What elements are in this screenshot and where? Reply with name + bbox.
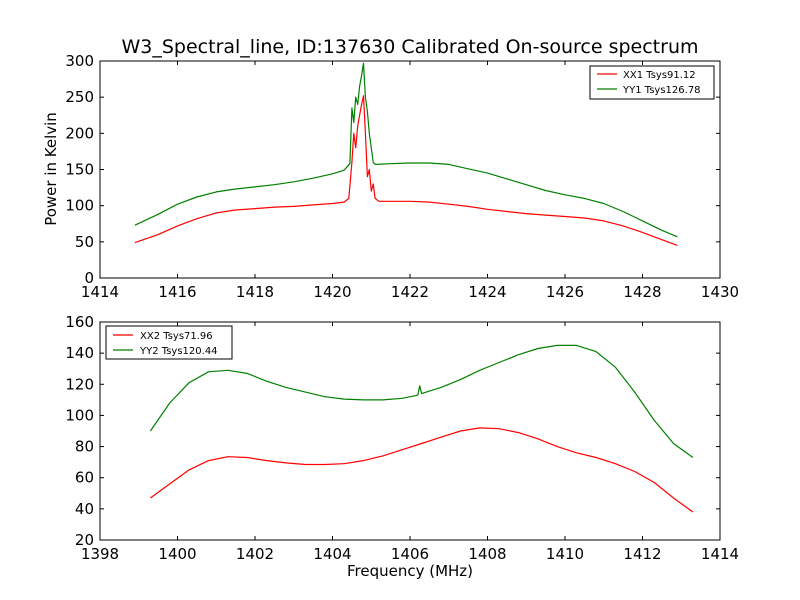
chart-1-y-tick-label: 150 — [65, 161, 94, 179]
chart-2-xlabel: Frequency (MHz) — [347, 562, 473, 580]
chart-1-x-tick-label: 1424 — [468, 283, 506, 301]
chart-2-series-line-1 — [150, 427, 694, 513]
chart-1-x-tick-label: 1430 — [701, 283, 739, 301]
chart-1-x-tick-label: 1414 — [81, 283, 119, 301]
chart-2-y-tick-label: 100 — [65, 406, 94, 424]
chart-2-x-tick-label: 1398 — [81, 545, 119, 563]
chart-1-y-tick-label: 100 — [65, 197, 94, 215]
chart-2-x-tick-label: 1410 — [546, 545, 584, 563]
chart-2-legend: XX2 Tsys71.96 YY2 Tsys120.44 — [105, 325, 233, 360]
chart-2-legend-box — [105, 325, 233, 360]
chart-2-legend-label-yy2: YY2 Tsys120.44 — [139, 346, 218, 357]
chart-1-series-line-1 — [134, 95, 678, 246]
chart-1-legend-label-xx1: XX1 Tsys91.12 — [623, 70, 696, 81]
chart-1-y-tick-label: 50 — [75, 233, 94, 251]
chart-1-x-tick-label: 1426 — [546, 283, 584, 301]
chart-2-y-tick-label: 40 — [75, 500, 94, 518]
chart-1-x-tick-label: 1420 — [313, 283, 351, 301]
chart-2-x-tick-label: 1408 — [468, 545, 506, 563]
chart-2-x-tick-label: 1404 — [313, 545, 351, 563]
chart-1-y-tick-label: 200 — [65, 124, 94, 142]
chart-2-x-tick-label: 1412 — [623, 545, 661, 563]
chart-2-legend-label-xx2: XX2 Tsys71.96 — [140, 331, 213, 342]
chart-2-x-tick-label: 1402 — [236, 545, 274, 563]
chart-2-y-tick-label: 60 — [75, 469, 94, 487]
chart-1-series-line-2 — [134, 62, 678, 238]
chart-2-plot-area: 1398 1400 1402 1404 1406 1408 1410 1412 1414 20 40… — [65, 313, 739, 563]
chart-1-x-tick-label: 1416 — [158, 283, 196, 301]
chart-1-x-tick-label: 1418 — [236, 283, 274, 301]
chart-2-series-line-2 — [149, 344, 694, 458]
chart-1-ylabel: Power in Kelvin — [42, 112, 60, 226]
chart-1-y-tick-label: 300 — [65, 52, 94, 70]
chart-1-axes-frame — [99, 60, 721, 279]
chart-1-legend: XX1 Tsys91.12 YY1 Tsys126.78 — [589, 65, 715, 100]
chart-1-legend-box — [589, 65, 715, 100]
chart-1-legend-label-yy1: YY1 Tsys126.78 — [622, 85, 701, 96]
chart-1-x-tick-label: 1428 — [623, 283, 661, 301]
chart-2-y-tick-label: 160 — [65, 313, 94, 331]
chart-1-y-tick-label: 250 — [65, 88, 94, 106]
chart-1-x-tick-label: 1422 — [391, 283, 429, 301]
chart-2-y-tick-label: 80 — [75, 438, 94, 456]
chart-2-x-tick-label: 1406 — [391, 545, 429, 563]
chart-1-plot-area: 1414 1416 1418 1420 1422 1424 1426 1428 1430 0 50 1… — [65, 52, 739, 301]
chart-2-axes-frame — [99, 321, 721, 541]
chart-2-y-tick-label: 120 — [65, 375, 94, 393]
chart-2-x-tick-label: 1414 — [701, 545, 739, 563]
chart-1-y-tick-label: 0 — [84, 269, 94, 287]
chart-2-y-tick-label: 140 — [65, 344, 94, 362]
chart-2-y-tick-label: 20 — [75, 531, 94, 549]
chart-1-title: W3_Spectral_line, ID:137630 Calibrated O… — [121, 36, 698, 58]
chart-2-x-tick-label: 1400 — [158, 545, 196, 563]
